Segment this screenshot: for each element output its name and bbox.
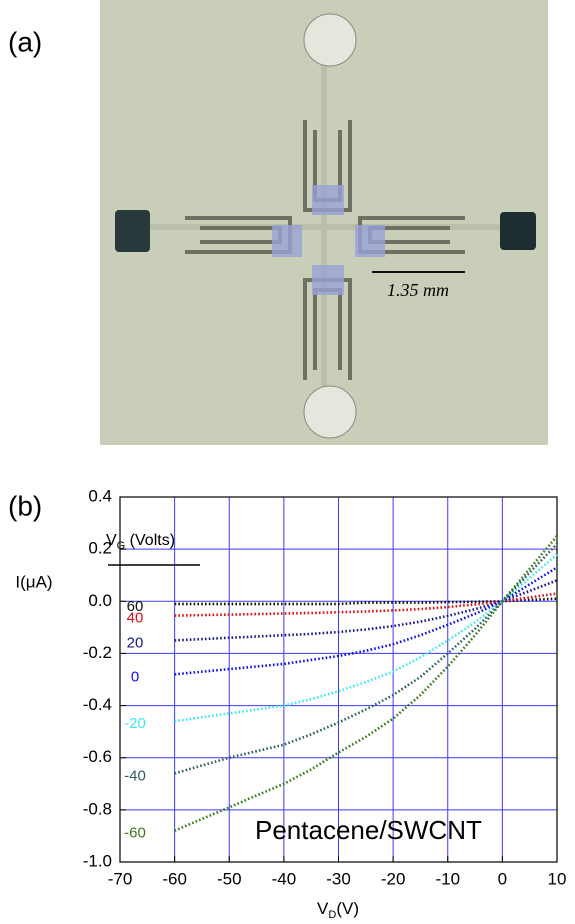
x-tick-label: 10: [548, 869, 567, 888]
series-label: -60: [124, 825, 146, 842]
y-tick-label: 0.2: [88, 539, 112, 558]
y-tick-label: -1.0: [83, 851, 112, 870]
legend-title-part: V: [106, 532, 117, 549]
y-tick-label: -0.6: [83, 747, 112, 766]
pad: [500, 212, 536, 250]
x-tick-label: -30: [326, 869, 351, 888]
legend-title: VG (Volts): [106, 532, 175, 552]
series-label: 60: [127, 598, 144, 615]
y-tick-label: -0.8: [83, 799, 112, 818]
y-tick-label: -0.4: [83, 695, 112, 714]
x-tick-label: -20: [381, 869, 406, 888]
pad: [303, 13, 357, 67]
series-label: 40: [127, 610, 144, 627]
plot: -70 -60 -50 -40 -30 -20 -10 0 10 0.4 0.2 0.0 -0.2 -0.…: [15, 486, 566, 920]
data-line: [174, 592, 558, 617]
x-axis-label: VD(V): [317, 899, 359, 920]
x-axis-label-part: (V): [336, 899, 359, 918]
series-label: -40: [124, 767, 146, 784]
x-tick-label: -40: [272, 869, 297, 888]
legend-title-part: (Volts): [125, 532, 175, 549]
series-label: 0: [131, 668, 139, 685]
data-line: [174, 543, 558, 775]
gates: [272, 185, 385, 295]
channel: [321, 40, 327, 410]
x-axis-label-part: D: [328, 909, 336, 921]
scale-label: 1.35 mm: [387, 280, 449, 300]
y-axis-label: I(μA): [15, 572, 52, 591]
series-label: 20: [127, 634, 144, 651]
plot-frame: [119, 496, 558, 863]
panel-label: (a): [8, 26, 42, 57]
pad: [115, 210, 150, 252]
x-axis-label-part: V: [317, 899, 329, 918]
panel-label: (b): [8, 490, 42, 521]
annotation: Pentacene/SWCNT: [255, 815, 482, 845]
data-line: [174, 566, 558, 676]
data-line: [174, 535, 558, 832]
data-line: [174, 579, 558, 642]
y-tick-label: 0.0: [88, 591, 112, 610]
pad: [303, 385, 357, 439]
device-photo: 1.35 mm: [100, 0, 548, 445]
legend-title-part: G: [117, 540, 126, 552]
y-tick-label: 0.4: [88, 486, 112, 505]
x-tick-label: -50: [217, 869, 242, 888]
series-label: -20: [124, 715, 146, 732]
data-line: [174, 597, 558, 606]
x-tick-label: -70: [108, 869, 133, 888]
x-tick-label: -10: [435, 869, 460, 888]
x-tick-label: 0: [498, 869, 507, 888]
y-tick-label: -0.2: [83, 643, 112, 662]
x-tick-label: -60: [162, 869, 187, 888]
